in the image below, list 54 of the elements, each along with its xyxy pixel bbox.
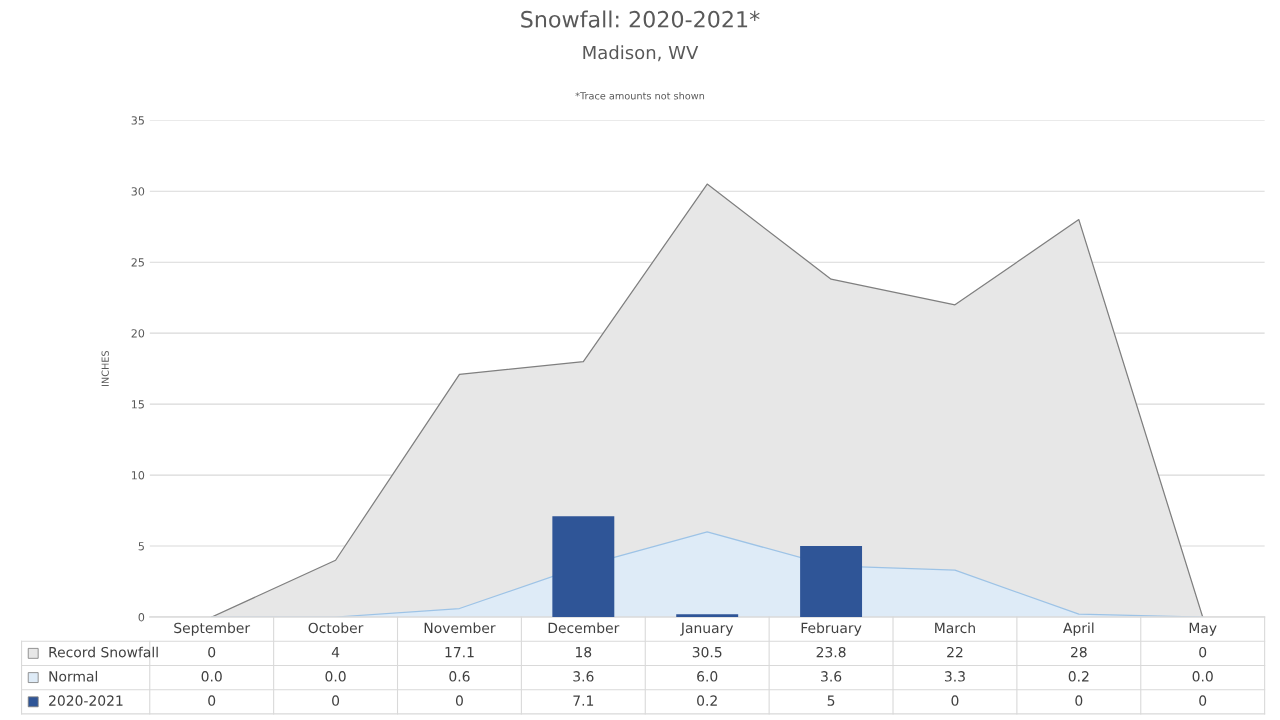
x-tick-label: October [308, 622, 364, 634]
data-label: 0 [332, 695, 340, 706]
y-tick-label: 25 [131, 258, 144, 267]
chart-subtitle: Madison, WV [583, 45, 699, 62]
x-tick-label: September [174, 622, 251, 636]
data-label: 28 [1071, 646, 1087, 658]
y-tick-label: 5 [138, 542, 144, 551]
x-tick-label: May [1189, 622, 1217, 636]
data-label: 6.0 [697, 671, 718, 682]
bar [552, 516, 615, 618]
data-label: 0.0 [325, 671, 346, 682]
data-label: 0.6 [449, 671, 470, 682]
data-label: 0.0 [1192, 671, 1213, 682]
legend-label: 2020-2021 [49, 695, 123, 706]
data-label: 3.3 [944, 671, 965, 682]
data-label: 22 [947, 646, 963, 658]
x-tick-label: March [935, 622, 975, 634]
data-label: 23.8 [816, 646, 846, 658]
x-tick-label: February [801, 622, 862, 636]
text: *Trace amounts not shown [575, 91, 705, 100]
data-label: 3.6 [821, 671, 842, 682]
chart-title: Snowfall: 2020-2021* [521, 10, 760, 28]
data-label: 0 [1199, 695, 1207, 706]
x-tick-label: November [424, 622, 496, 634]
x-tick-label: December [548, 622, 620, 634]
data-label: 4 [331, 647, 340, 658]
bar [676, 614, 739, 618]
data-label: 0.0 [201, 671, 222, 682]
data-label: 0 [951, 695, 959, 706]
y-tick-label: 30 [131, 187, 145, 196]
data-label: 0.2 [1068, 671, 1089, 682]
data-label: 5 [827, 695, 835, 706]
y-tick-label: 20 [131, 329, 145, 338]
data-label: 0 [208, 646, 216, 658]
x-tick-label: April [1063, 622, 1094, 636]
x-tick-label: January [680, 622, 734, 636]
bar [800, 546, 863, 618]
y-tick-label: 0 [138, 613, 145, 622]
y-axis-title: INCHES [101, 350, 109, 386]
data-label: 0 [455, 695, 463, 706]
data-label: 3.6 [573, 671, 594, 682]
y-tick-label: 35 [131, 116, 144, 125]
data-label: 7.1 [573, 695, 594, 706]
data-label: 30.5 [692, 646, 722, 658]
y-tick-label: 15 [131, 400, 144, 409]
data-label: 18 [576, 646, 592, 658]
legend-label: Normal [49, 670, 98, 682]
data-label: 17.1 [445, 647, 474, 658]
data-label: 0 [208, 695, 216, 706]
data-label: 0 [1199, 646, 1207, 658]
data-label: 0 [1075, 695, 1083, 706]
data-label: 0.2 [697, 695, 717, 706]
legend-label: Record Snowfall [49, 646, 158, 658]
y-tick-label: 10 [131, 471, 145, 480]
